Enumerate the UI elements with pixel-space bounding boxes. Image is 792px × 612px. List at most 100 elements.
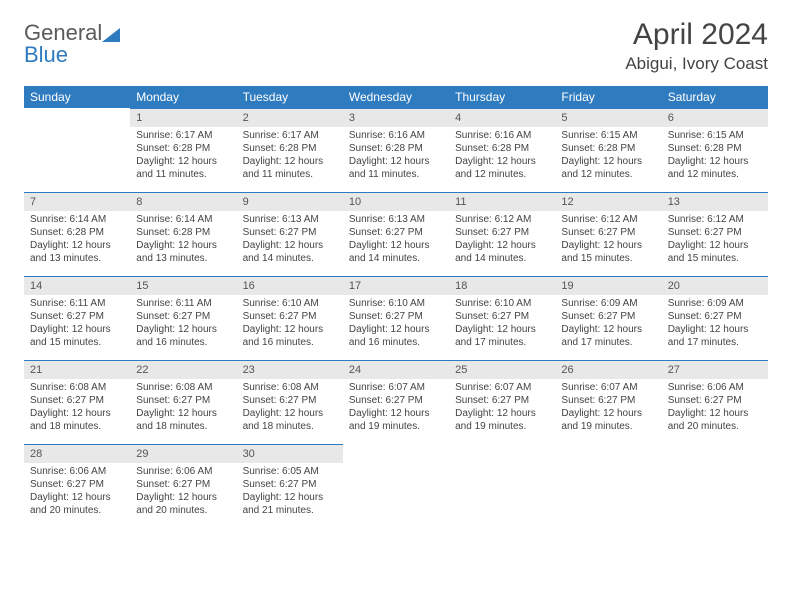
sunrise-value: 6:08 AM — [176, 382, 213, 393]
sunset-label: Sunset: — [136, 479, 170, 490]
calendar-day: 11Sunrise: 6:12 AMSunset: 6:27 PMDayligh… — [449, 192, 555, 276]
day-body: Sunrise: 6:15 AMSunset: 6:28 PMDaylight:… — [555, 127, 661, 185]
calendar-day: 3Sunrise: 6:16 AMSunset: 6:28 PMDaylight… — [343, 108, 449, 192]
sunset-line: Sunset: 6:27 PM — [349, 310, 443, 323]
calendar-day: 24Sunrise: 6:07 AMSunset: 6:27 PMDayligh… — [343, 360, 449, 444]
weekday-header: Friday — [555, 86, 661, 108]
daylight-label: Daylight: — [136, 324, 175, 335]
sunrise-line: Sunrise: 6:16 AM — [455, 129, 549, 142]
sunset-line: Sunset: 6:27 PM — [243, 394, 337, 407]
sunset-label: Sunset: — [243, 479, 277, 490]
sunrise-value: 6:06 AM — [707, 382, 744, 393]
calendar-day: 26Sunrise: 6:07 AMSunset: 6:27 PMDayligh… — [555, 360, 661, 444]
calendar-week: 21Sunrise: 6:08 AMSunset: 6:27 PMDayligh… — [24, 360, 768, 444]
sunset-value: 6:27 PM — [492, 395, 529, 406]
sunset-label: Sunset: — [30, 395, 64, 406]
sunset-line: Sunset: 6:27 PM — [668, 394, 762, 407]
daylight-line: Daylight: 12 hours and 15 minutes. — [561, 239, 655, 265]
sunrise-value: 6:12 AM — [707, 214, 744, 225]
day-body: Sunrise: 6:13 AMSunset: 6:27 PMDaylight:… — [343, 211, 449, 269]
sunrise-value: 6:14 AM — [69, 214, 106, 225]
sunrise-label: Sunrise: — [668, 130, 705, 141]
daylight-label: Daylight: — [455, 408, 494, 419]
sunrise-label: Sunrise: — [243, 214, 280, 225]
day-number: 17 — [343, 276, 449, 295]
day-number: 25 — [449, 360, 555, 379]
daylight-line: Daylight: 12 hours and 11 minutes. — [136, 155, 230, 181]
sunrise-line: Sunrise: 6:05 AM — [243, 465, 337, 478]
daylight-label: Daylight: — [668, 324, 707, 335]
daylight-label: Daylight: — [455, 156, 494, 167]
daylight-line: Daylight: 12 hours and 18 minutes. — [243, 407, 337, 433]
day-body: Sunrise: 6:14 AMSunset: 6:28 PMDaylight:… — [24, 211, 130, 269]
daylight-line: Daylight: 12 hours and 17 minutes. — [561, 323, 655, 349]
day-body: Sunrise: 6:15 AMSunset: 6:28 PMDaylight:… — [662, 127, 768, 185]
calendar-day: 15Sunrise: 6:11 AMSunset: 6:27 PMDayligh… — [130, 276, 236, 360]
sunrise-line: Sunrise: 6:10 AM — [243, 297, 337, 310]
sunset-line: Sunset: 6:27 PM — [668, 310, 762, 323]
sunrise-label: Sunrise: — [243, 382, 280, 393]
daylight-label: Daylight: — [668, 240, 707, 251]
sunrise-label: Sunrise: — [243, 130, 280, 141]
calendar-day-empty — [343, 444, 449, 528]
day-number: 22 — [130, 360, 236, 379]
sunrise-label: Sunrise: — [455, 298, 492, 309]
day-number: 18 — [449, 276, 555, 295]
sunrise-line: Sunrise: 6:09 AM — [561, 297, 655, 310]
calendar-week: 28Sunrise: 6:06 AMSunset: 6:27 PMDayligh… — [24, 444, 768, 528]
calendar-day: 6Sunrise: 6:15 AMSunset: 6:28 PMDaylight… — [662, 108, 768, 192]
day-number: 13 — [662, 192, 768, 211]
sunset-label: Sunset: — [349, 227, 383, 238]
calendar-day: 13Sunrise: 6:12 AMSunset: 6:27 PMDayligh… — [662, 192, 768, 276]
sunset-label: Sunset: — [668, 227, 702, 238]
sunset-line: Sunset: 6:28 PM — [136, 226, 230, 239]
sunset-value: 6:27 PM — [704, 227, 741, 238]
sunrise-value: 6:16 AM — [495, 130, 532, 141]
sunrise-value: 6:08 AM — [69, 382, 106, 393]
calendar-day-empty — [662, 444, 768, 528]
sunrise-line: Sunrise: 6:12 AM — [561, 213, 655, 226]
sunset-line: Sunset: 6:27 PM — [561, 394, 655, 407]
sunrise-line: Sunrise: 6:09 AM — [668, 297, 762, 310]
daylight-label: Daylight: — [349, 156, 388, 167]
sunrise-value: 6:17 AM — [282, 130, 319, 141]
sunrise-line: Sunrise: 6:08 AM — [243, 381, 337, 394]
sunrise-value: 6:10 AM — [282, 298, 319, 309]
day-body: Sunrise: 6:07 AMSunset: 6:27 PMDaylight:… — [449, 379, 555, 437]
sunset-value: 6:27 PM — [492, 227, 529, 238]
sunset-value: 6:27 PM — [173, 395, 210, 406]
daylight-label: Daylight: — [136, 492, 175, 503]
daylight-line: Daylight: 12 hours and 13 minutes. — [30, 239, 124, 265]
sunset-value: 6:27 PM — [598, 311, 635, 322]
sunset-label: Sunset: — [136, 227, 170, 238]
sunset-value: 6:27 PM — [279, 395, 316, 406]
sunset-label: Sunset: — [561, 227, 595, 238]
daylight-label: Daylight: — [561, 408, 600, 419]
sunset-line: Sunset: 6:27 PM — [455, 310, 549, 323]
daylight-label: Daylight: — [243, 492, 282, 503]
sunset-value: 6:27 PM — [173, 311, 210, 322]
sunset-line: Sunset: 6:27 PM — [136, 478, 230, 491]
day-number: 15 — [130, 276, 236, 295]
sunset-label: Sunset: — [349, 143, 383, 154]
sunset-label: Sunset: — [243, 395, 277, 406]
calendar-day: 18Sunrise: 6:10 AMSunset: 6:27 PMDayligh… — [449, 276, 555, 360]
daylight-label: Daylight: — [455, 324, 494, 335]
calendar-day: 1Sunrise: 6:17 AMSunset: 6:28 PMDaylight… — [130, 108, 236, 192]
day-number: 28 — [24, 444, 130, 463]
calendar-day: 30Sunrise: 6:05 AMSunset: 6:27 PMDayligh… — [237, 444, 343, 528]
header: General Blue April 2024 Abigui, Ivory Co… — [24, 18, 768, 74]
sunset-value: 6:27 PM — [67, 395, 104, 406]
sunrise-line: Sunrise: 6:17 AM — [136, 129, 230, 142]
daylight-label: Daylight: — [243, 156, 282, 167]
daylight-line: Daylight: 12 hours and 15 minutes. — [668, 239, 762, 265]
daylight-label: Daylight: — [243, 324, 282, 335]
sunset-value: 6:27 PM — [279, 227, 316, 238]
calendar-day: 7Sunrise: 6:14 AMSunset: 6:28 PMDaylight… — [24, 192, 130, 276]
sunrise-value: 6:07 AM — [495, 382, 532, 393]
weekday-row: SundayMondayTuesdayWednesdayThursdayFrid… — [24, 86, 768, 108]
day-number: 27 — [662, 360, 768, 379]
sunset-label: Sunset: — [30, 227, 64, 238]
sunset-line: Sunset: 6:28 PM — [136, 142, 230, 155]
sunrise-line: Sunrise: 6:13 AM — [243, 213, 337, 226]
